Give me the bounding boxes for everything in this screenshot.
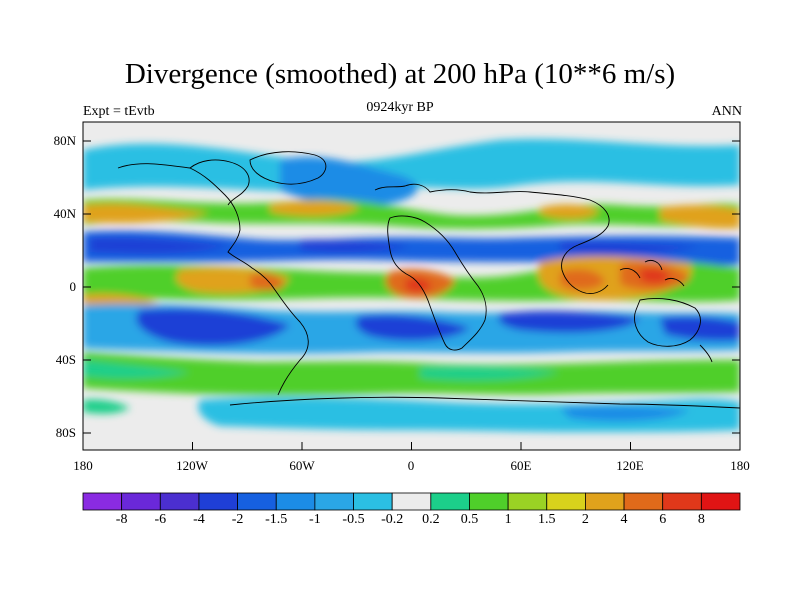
x-tick-label: 60W <box>289 458 315 473</box>
colorbar-swatch <box>623 492 664 511</box>
colorbar-label: -2 <box>231 512 244 527</box>
colorbar-label: 0.5 <box>460 512 479 527</box>
colorbar-swatch <box>700 492 741 511</box>
colorbar-swatch <box>198 492 238 511</box>
colorbar-swatch <box>507 492 548 511</box>
x-tick-label: 180 <box>73 458 93 473</box>
colorbar-swatch <box>469 492 509 511</box>
x-tick-label: 60E <box>510 458 532 473</box>
x-tick-label: 180 <box>730 458 750 473</box>
colorbar-label: 1 <box>504 512 512 527</box>
colorbar-swatch <box>662 492 702 511</box>
x-tick-label: 0 <box>407 458 415 473</box>
colorbar-swatch <box>314 492 354 511</box>
coastlines <box>117 151 740 409</box>
experiment-label: Expt = tEvtb <box>83 104 155 119</box>
x-tick-label: 120W <box>176 458 208 473</box>
y-tick-label: 40S <box>55 352 76 367</box>
colorbar <box>82 492 741 511</box>
time-label: 0924kyr BP <box>366 100 434 115</box>
colorbar-label: 0.2 <box>422 512 440 527</box>
colorbar-swatch <box>275 492 316 511</box>
x-axis-ticks <box>82 442 741 450</box>
colorbar-swatch <box>430 492 470 511</box>
colorbar-label: 1.5 <box>538 512 556 527</box>
colorbar-label: 8 <box>697 512 705 527</box>
colorbar-swatch <box>121 492 161 511</box>
colorbar-swatch <box>353 492 393 511</box>
colorbar-swatch <box>159 492 200 511</box>
colorbar-label: -8 <box>115 512 128 527</box>
colorbar-label: -1.5 <box>265 512 288 527</box>
x-tick-label: 120E <box>616 458 644 473</box>
y-tick-label: 40N <box>53 206 76 221</box>
colorbar-swatch <box>546 492 586 511</box>
colorbar-label: -0.5 <box>342 512 365 527</box>
y-tick-label: 80N <box>53 133 76 148</box>
colorbar-label: -4 <box>193 512 205 527</box>
colorbar-label: -6 <box>154 512 167 527</box>
colorbar-swatch <box>82 492 123 511</box>
colorbar-label: -0.2 <box>381 512 404 527</box>
map-title: Divergence (smoothed) at 200 hPa (10**6 … <box>124 58 676 90</box>
season-label: ANN <box>711 104 742 119</box>
y-tick-label: 0 <box>69 279 77 294</box>
colorbar-swatch <box>391 492 432 511</box>
colorbar-label: 4 <box>620 512 628 527</box>
y-tick-label: 80S <box>55 425 76 440</box>
colorbar-swatch <box>237 492 277 511</box>
colorbar-label: -1 <box>309 512 321 527</box>
y-axis-ticks <box>83 140 740 434</box>
divergence-field <box>83 122 740 450</box>
colorbar-label: 2 <box>581 512 589 527</box>
colorbar-label: 6 <box>659 512 667 527</box>
colorbar-swatch <box>585 492 625 511</box>
